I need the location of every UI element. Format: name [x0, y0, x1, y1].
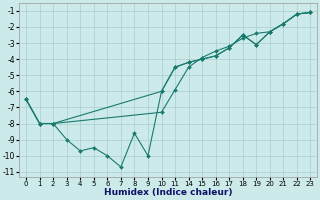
- X-axis label: Humidex (Indice chaleur): Humidex (Indice chaleur): [104, 188, 233, 197]
